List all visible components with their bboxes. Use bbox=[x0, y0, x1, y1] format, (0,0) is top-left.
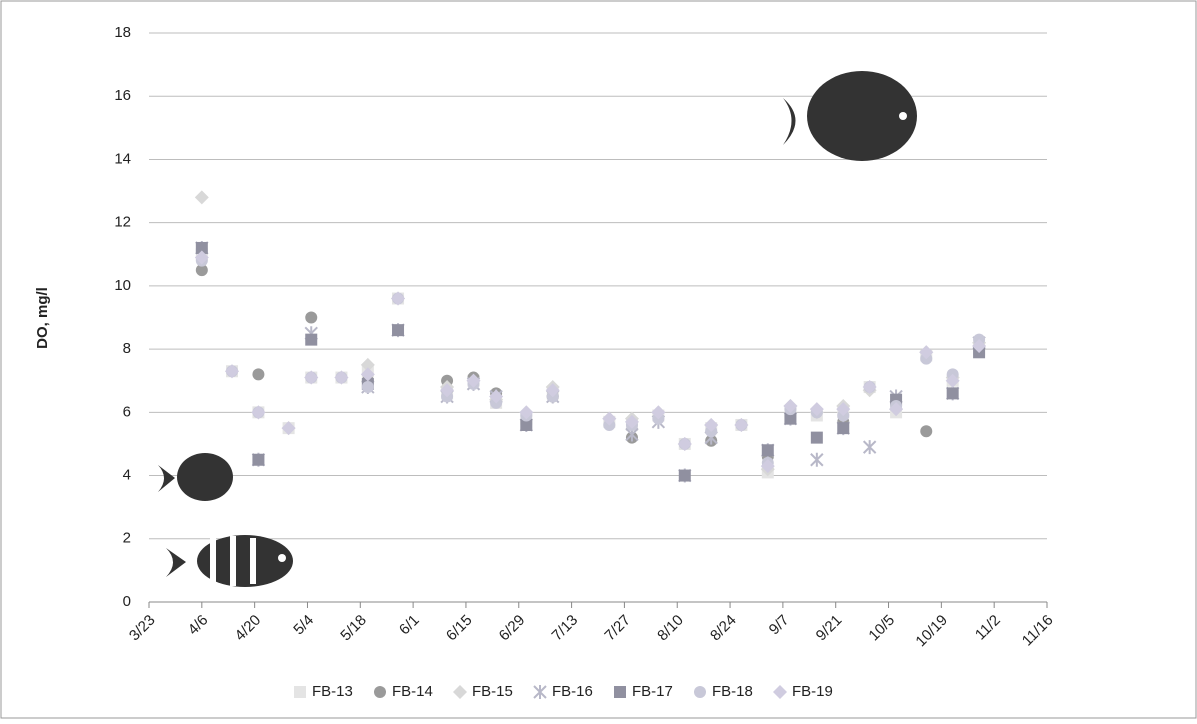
point bbox=[811, 432, 823, 444]
y-tick-label: 8 bbox=[123, 340, 131, 357]
legend-marker bbox=[614, 686, 626, 698]
point bbox=[947, 387, 959, 399]
point bbox=[362, 381, 374, 393]
point bbox=[252, 368, 264, 380]
big-fish-eye bbox=[899, 112, 907, 120]
point bbox=[252, 454, 264, 466]
legend-label: FB-13 bbox=[312, 683, 353, 700]
frame bbox=[1, 1, 1196, 718]
y-tick-label: 14 bbox=[114, 150, 131, 167]
y-tick-label: 6 bbox=[123, 403, 131, 420]
legend-marker bbox=[374, 686, 386, 698]
y-axis-label: DO, mg/l bbox=[34, 287, 51, 349]
y-tick-label: 16 bbox=[114, 87, 131, 104]
legend-label: FB-14 bbox=[392, 683, 433, 700]
legend-label: FB-18 bbox=[712, 683, 753, 700]
point bbox=[392, 324, 404, 336]
legend-label: FB-16 bbox=[552, 683, 593, 700]
chart: DO, mg/l 0246810121416183/234/64/205/45/… bbox=[0, 0, 1197, 719]
y-tick-label: 18 bbox=[114, 24, 131, 41]
y-tick-label: 4 bbox=[123, 467, 131, 484]
point bbox=[837, 422, 849, 434]
legend-label: FB-17 bbox=[632, 683, 673, 700]
point bbox=[920, 425, 932, 437]
y-tick-label: 12 bbox=[114, 214, 131, 231]
legend-marker bbox=[294, 686, 306, 698]
point bbox=[305, 334, 317, 346]
striped-fish-eye bbox=[278, 554, 286, 562]
point bbox=[762, 444, 774, 456]
y-tick-label: 2 bbox=[123, 530, 131, 547]
small-fish-body bbox=[177, 453, 233, 501]
y-tick-label: 0 bbox=[123, 593, 131, 610]
legend-marker bbox=[694, 686, 706, 698]
point bbox=[679, 470, 691, 482]
legend-label: FB-19 bbox=[792, 683, 833, 700]
y-tick-label: 10 bbox=[114, 277, 131, 294]
point bbox=[305, 312, 317, 324]
legend-label: FB-15 bbox=[472, 683, 513, 700]
